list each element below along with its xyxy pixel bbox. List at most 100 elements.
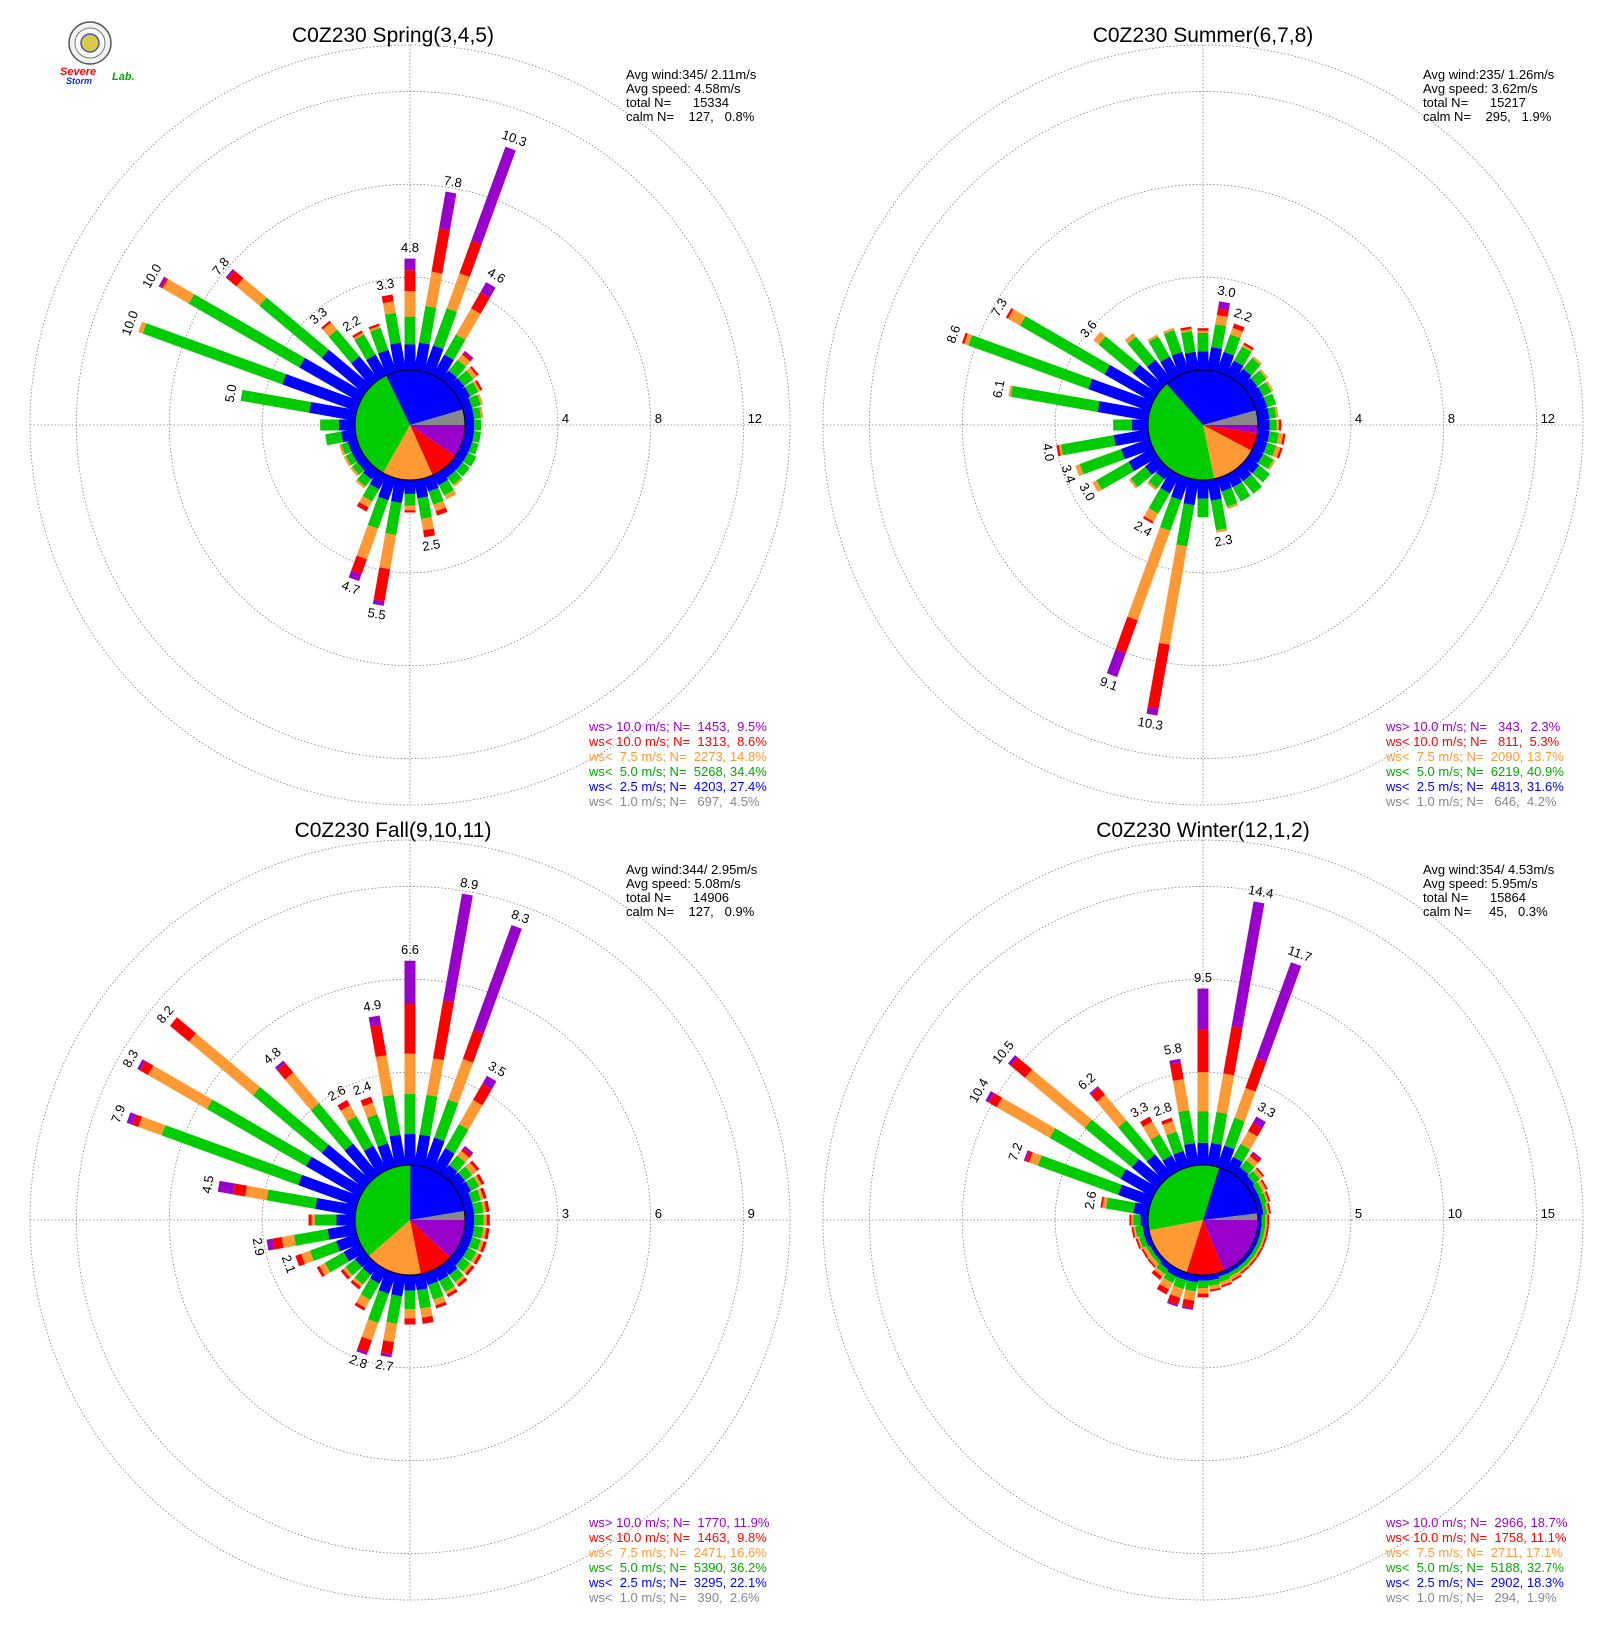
bar-segment <box>357 472 372 487</box>
bar-segment <box>462 1263 473 1274</box>
bar-segment <box>1256 1234 1264 1247</box>
bar-value-label: 2.5 <box>421 536 441 554</box>
bar-segment <box>477 1188 484 1201</box>
bar-segment <box>1167 1294 1181 1305</box>
wind-sector-bar <box>356 469 388 512</box>
bar-segment <box>473 925 522 1034</box>
bar-segment <box>1207 1142 1222 1167</box>
ring-tick-label: 8 <box>655 411 662 426</box>
bar-segment <box>433 500 446 512</box>
bar-segment <box>468 394 482 409</box>
bar-segment <box>348 570 362 582</box>
bar-segment <box>462 1247 477 1262</box>
bar-segment <box>352 1277 363 1288</box>
bar-segment <box>420 1306 433 1318</box>
bar-segment <box>1260 1179 1268 1190</box>
bar-segment <box>481 1227 487 1239</box>
bar-segment <box>428 487 444 505</box>
bar-segment <box>1276 447 1283 459</box>
wind-sector-bar: 7.9 <box>108 1103 361 1207</box>
bar-segment <box>338 419 355 431</box>
bar-value-label: 4.9 <box>362 997 382 1015</box>
pie-slice <box>1186 1220 1225 1275</box>
bar-segment <box>434 1099 459 1142</box>
bar-segment <box>295 1253 305 1267</box>
bar-segment <box>988 1093 1003 1108</box>
bar-segment <box>337 1099 351 1111</box>
bar-segment <box>1250 370 1267 387</box>
bar-segment <box>1148 1255 1159 1267</box>
bar-segment <box>1281 433 1286 445</box>
wind-sector-bar <box>1147 334 1181 381</box>
bar-segment <box>1259 369 1269 379</box>
bar-segment <box>1142 516 1154 524</box>
bar-segment <box>1255 1247 1264 1258</box>
bar-segment <box>461 1148 472 1158</box>
bar-segment <box>308 1214 312 1226</box>
bar-value-label: 11.7 <box>1286 943 1314 965</box>
pie-slice <box>410 1210 465 1220</box>
bar-segment <box>961 332 968 344</box>
bar-segment <box>1248 1122 1263 1137</box>
legend-entry: ws< 2.5 m/s; N= 4813, 31.6% <box>1385 779 1564 794</box>
wind-sector-bar: 2.8 <box>1152 1099 1190 1171</box>
bar-segment <box>126 1112 137 1125</box>
stat-avg-wind: Avg wind:344/ 2.95m/s <box>626 862 758 877</box>
bar-segment <box>1267 1214 1270 1226</box>
wind-sector-bar <box>1216 474 1239 510</box>
bar-segment <box>1100 1196 1105 1208</box>
bar-segment <box>1079 448 1125 475</box>
bar-segment <box>369 1264 388 1284</box>
wind-sector-bar: 9.5 <box>1194 970 1212 1165</box>
bar-segment <box>1153 1267 1165 1278</box>
bar-segment <box>338 444 345 456</box>
bar-segment <box>471 146 516 245</box>
bar-value-label: 2.2 <box>340 313 363 335</box>
grid-circle <box>1054 276 1352 574</box>
legend-entry: ws< 5.0 m/s; N= 6219, 40.9% <box>1385 764 1564 779</box>
bar-segment <box>1142 1224 1150 1236</box>
pie-outline <box>354 1164 466 1276</box>
bar-segment <box>439 191 457 231</box>
wind-sector-bar <box>1156 1264 1181 1295</box>
stat-avg-speed: Avg speed: 3.62m/s <box>1423 81 1538 96</box>
bar-segment <box>342 1267 353 1278</box>
bar-segment <box>1162 1155 1181 1176</box>
bar-segment <box>1056 444 1061 457</box>
pie-slice <box>368 1220 421 1275</box>
bar-segment <box>1092 480 1102 493</box>
bar-segment <box>382 301 396 315</box>
bar-segment <box>1241 456 1260 474</box>
bar-segment <box>1159 544 1188 645</box>
pie-outline <box>1147 369 1259 481</box>
bar-segment <box>1140 1116 1153 1127</box>
bar-segment <box>455 308 481 340</box>
bar-segment <box>1265 1214 1268 1226</box>
bar-segment <box>1147 334 1159 342</box>
bar-value-label: 7.3 <box>988 296 1010 319</box>
bar-segment <box>309 1241 340 1261</box>
bar-segment <box>1173 1276 1187 1290</box>
bar-segment <box>455 462 470 477</box>
stat-avg-speed: Avg speed: 4.58m/s <box>626 81 741 96</box>
wind-sector-bar: 4.0 <box>1040 429 1150 462</box>
bar-segment <box>1251 1244 1260 1256</box>
bar-segment <box>1127 527 1171 621</box>
bar-segment <box>377 1143 397 1171</box>
bar-segment <box>232 1183 248 1197</box>
bar-segment <box>1144 456 1165 476</box>
bar-segment <box>432 354 454 381</box>
bar-segment <box>459 240 482 278</box>
bar-segment <box>1227 1268 1239 1277</box>
bar-segment <box>404 1134 416 1165</box>
wind-sector-bar: 9.1 <box>1098 474 1190 694</box>
bar-value-label: 2.6 <box>325 1082 348 1104</box>
wind-sector-bar <box>414 1273 434 1324</box>
bar-segment <box>1144 1233 1154 1246</box>
bar-segment <box>281 1234 296 1248</box>
bar-segment <box>432 469 449 486</box>
bar-segment <box>345 1259 362 1276</box>
legend-entry: ws< 2.5 m/s; N= 3295, 22.1% <box>588 1575 767 1590</box>
stat-avg-speed: Avg speed: 5.08m/s <box>626 876 741 891</box>
bar-segment <box>1130 466 1152 487</box>
